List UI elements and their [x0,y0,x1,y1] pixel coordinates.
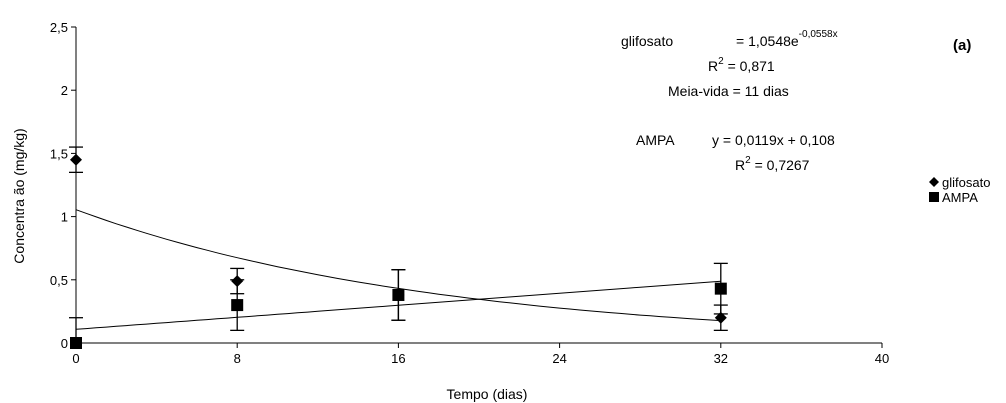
annotation-ampa-r2: R2 = 0,7267 [735,155,810,173]
x-tick-label: 16 [391,351,405,366]
x-tick-label: 32 [714,351,728,366]
panel-label: (a) [953,37,971,54]
data-point-ampa [714,282,727,295]
annotation-glif-label: glifosato [621,33,673,49]
annotation-glif-equation: = 1,0548e-0,0558x [736,29,838,49]
y-tick-label: 2,5 [50,20,68,35]
data-point-ampa [231,299,244,312]
annotation-glif-r2: R2 = 0,871 [708,56,775,74]
legend-marker-ampa [929,192,939,202]
annotation-glif-halflife: Meia-vida = 11 dias [668,83,789,99]
x-tick-label: 8 [234,351,241,366]
x-tick-label: 24 [552,351,566,366]
y-tick-label: 0 [61,336,68,351]
data-point-ampa [392,288,405,301]
legend: glifosato AMPA [929,175,990,205]
y-axis-title: Concentra ão (mg/kg) [11,128,27,263]
x-tick-label: 40 [875,351,889,366]
annotation-ampa-label: AMPA [636,132,675,148]
y-tick-label: 1 [61,210,68,225]
data-point-ampa [70,337,82,349]
data-point-glifosato [231,275,244,288]
data-point-glifosato [70,153,82,166]
legend-label-ampa: AMPA [942,190,978,205]
x-tick-label: 0 [72,351,79,366]
y-tick-label: 0,5 [50,273,68,288]
y-tick-label: 2 [61,83,68,98]
legend-label-glifosato: glifosato [942,175,990,190]
legend-marker-glifosato [929,177,939,187]
annotation-ampa-equation: y = 0,0119x + 0,108 [712,132,835,148]
x-axis-title: Tempo (dias) [447,386,528,402]
data-point-glifosato [714,311,727,324]
y-tick-label: 1,5 [50,146,68,161]
plot-area: 0 0,5 1 1,5 2 2,5 0 8 16 24 32 40 [50,20,889,366]
